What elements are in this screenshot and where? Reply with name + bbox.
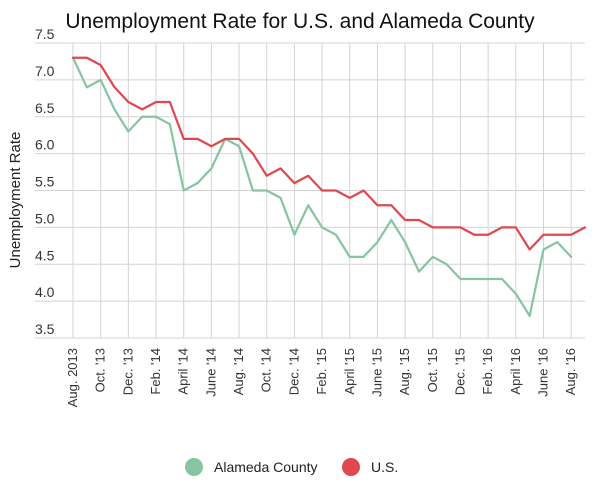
x-tick-labels: Aug. 2013 Oct. '13 Dec. '13 Feb. '14 April '… xyxy=(65,348,578,407)
y-tick-label: 4.0 xyxy=(35,284,55,300)
x-tick-label: April '16 xyxy=(508,348,523,395)
x-tick-label: Aug. '15 xyxy=(397,348,412,395)
y-tick-labels: 7.5 7.0 6.5 6.0 5.5 5.0 4.5 4.0 3.5 xyxy=(35,26,55,337)
x-tick-label: Aug. '14 xyxy=(231,348,246,395)
x-tick-label: Feb. '14 xyxy=(148,348,163,395)
y-tick-label: 7.0 xyxy=(35,63,55,79)
chart-title: Unemployment Rate for U.S. and Alameda C… xyxy=(65,10,535,33)
y-axis-label: Unemployment Rate xyxy=(7,132,24,269)
x-tick-label: Feb. '15 xyxy=(314,348,329,395)
legend-label-alameda: Alameda County xyxy=(214,459,318,475)
y-tick-label: 4.5 xyxy=(35,247,55,263)
y-tick-label: 5.0 xyxy=(35,210,55,226)
y-tick-label: 3.5 xyxy=(35,321,55,337)
x-tick-label: Aug. 2013 xyxy=(65,348,80,407)
x-tick-label: April '15 xyxy=(342,348,357,395)
y-tick-label: 6.5 xyxy=(35,100,55,116)
x-tick-label: Oct. '15 xyxy=(425,348,440,392)
y-tick-label: 7.5 xyxy=(35,26,55,42)
y-tick-label: 6.0 xyxy=(35,137,55,153)
x-tick-label: June '16 xyxy=(535,348,550,397)
x-tick-label: Oct. '13 xyxy=(93,348,108,392)
x-tick-label: Aug. '16 xyxy=(563,348,578,395)
legend-marker-us xyxy=(342,458,360,476)
y-tick-label: 5.5 xyxy=(35,174,55,190)
x-tick-label: Dec. '15 xyxy=(452,348,467,395)
series-line-alameda xyxy=(71,56,573,317)
x-tick-label: April '14 xyxy=(176,348,191,395)
x-tick-label: June '14 xyxy=(203,348,218,397)
x-tick-label: Dec. '14 xyxy=(286,348,301,395)
x-tick-label: Feb. '16 xyxy=(480,348,495,395)
x-tick-label: Dec. '13 xyxy=(120,348,135,395)
legend: Alameda County U.S. xyxy=(185,458,398,476)
legend-label-us: U.S. xyxy=(371,459,398,475)
series-lines xyxy=(71,56,587,317)
x-tick-label: June '15 xyxy=(369,348,384,397)
grid-layer xyxy=(35,42,585,339)
x-tick-label: Oct. '14 xyxy=(259,348,274,392)
legend-marker-alameda xyxy=(185,458,203,476)
series-line-us xyxy=(71,56,587,251)
